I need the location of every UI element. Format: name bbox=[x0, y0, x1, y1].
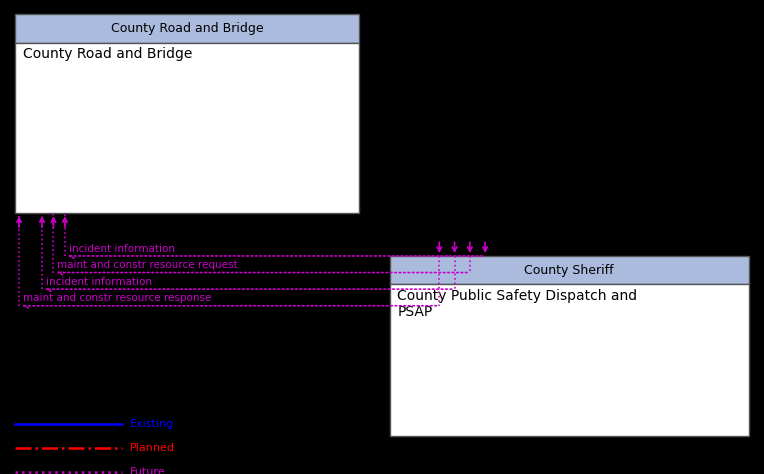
Text: incident information: incident information bbox=[69, 244, 175, 254]
Text: County Road and Bridge: County Road and Bridge bbox=[23, 47, 193, 62]
Text: maint and constr resource request: maint and constr resource request bbox=[57, 260, 238, 270]
Text: incident information: incident information bbox=[46, 277, 152, 287]
Bar bbox=[390, 256, 749, 284]
Text: maint and constr resource response: maint and constr resource response bbox=[23, 293, 212, 303]
Text: Existing: Existing bbox=[130, 419, 174, 429]
Text: County Road and Bridge: County Road and Bridge bbox=[111, 22, 264, 35]
Bar bbox=[390, 284, 749, 436]
Text: County Public Safety Dispatch and
PSAP: County Public Safety Dispatch and PSAP bbox=[397, 289, 637, 319]
Text: County Sheriff: County Sheriff bbox=[524, 264, 614, 277]
Bar bbox=[15, 14, 359, 43]
Text: Planned: Planned bbox=[130, 443, 175, 453]
Bar bbox=[15, 43, 359, 213]
Text: Future: Future bbox=[130, 466, 166, 474]
